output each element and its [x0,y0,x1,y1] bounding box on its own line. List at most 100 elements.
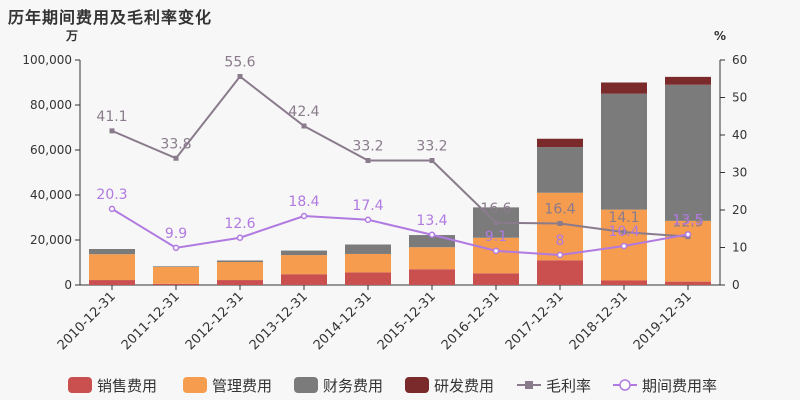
bar-segment [473,237,519,274]
y-right-unit: % [714,29,726,43]
bar-segment [217,280,263,285]
data-label: 20.3 [96,187,127,203]
bar-segment [281,274,327,285]
bar-segment [665,84,711,221]
bar-segment [665,76,711,85]
bar-segment [281,255,327,275]
x-tick-label: 2015-12-31 [375,289,439,353]
bar-segment [153,283,199,285]
data-label: 18.4 [288,194,319,210]
line-point [684,231,692,238]
line-point [492,247,500,255]
y-left-tick-label: 40,000 [30,188,72,202]
bar-segment [409,247,455,270]
line-point [172,244,180,252]
line-point [365,158,371,163]
bar-segment [89,254,135,281]
bar-segment [665,281,711,285]
data-label: 13.4 [416,213,447,229]
data-label: 8 [556,233,565,249]
data-label: 55.6 [224,55,255,71]
data-label: 42.4 [288,104,319,120]
bar-segment [153,266,199,267]
x-tick-label: 2017-12-31 [503,289,567,353]
y-left-tick-label: 20,000 [30,233,72,247]
data-label: 16.4 [544,202,575,218]
data-label: 13.5 [672,212,703,228]
y-right-tick-label: 0 [732,278,740,292]
line-point [237,74,243,79]
line-point [556,251,564,259]
bar-segment [537,260,583,285]
line-series [111,75,689,238]
bar-segment [601,280,647,285]
line-point [557,221,563,226]
x-tick-label: 2010-12-31 [55,289,119,353]
legend-label: 销售费用 [97,377,157,395]
bar-segment [537,138,583,148]
y-left-tick-label: 100,000 [22,53,72,67]
chart-title: 历年期间费用及毛利率变化 [8,8,213,27]
bar-segment [345,244,391,254]
y-left-tick-label: 80,000 [30,98,72,112]
y-left-tick-label: 60,000 [30,143,72,157]
legend-swatch [68,377,92,393]
y-left-unit: 万 [65,29,78,43]
bar-segment [153,267,199,284]
line-point [236,234,244,241]
line-point [364,216,372,223]
legend-marker [525,381,533,389]
legend-swatch [294,377,318,393]
x-tick-label: 2014-12-31 [311,289,375,353]
legend-swatch [405,377,429,393]
data-label: 41.1 [96,109,127,125]
y-left-tick-label: 0 [64,278,72,292]
legend-label: 期间费用率 [642,377,717,395]
data-label: 33.2 [352,139,383,155]
bar-segment [345,253,391,273]
line-point [109,128,115,134]
line-point [173,155,179,161]
data-label: 17.4 [352,198,383,214]
line-point [301,123,307,129]
bar-segment [89,280,135,285]
data-label: 10.4 [608,224,639,240]
bar-segment [281,250,327,256]
x-tick-label: 2018-12-31 [567,289,631,353]
data-label: 12.6 [224,216,255,232]
data-label: 14.1 [608,210,639,226]
bar-segment [345,272,391,285]
data-label: 9.9 [165,226,187,242]
legend-marker [619,379,631,391]
bar-segment [665,220,711,282]
y-right-tick-label: 30 [732,166,747,180]
y-right-tick-label: 20 [732,203,747,217]
data-label: 33.8 [160,136,191,152]
y-right-tick-label: 10 [732,241,747,255]
line-point [493,220,499,226]
bar-segment [89,249,135,255]
line-point [620,242,628,250]
line-point [428,231,436,238]
legend-label: 毛利率 [546,377,591,395]
legend-swatch [183,377,207,393]
bar-segment [409,269,455,285]
line-point [429,158,435,163]
x-tick-label: 2016-12-31 [439,289,503,353]
bar-segment [601,93,647,210]
x-tick-label: 2012-12-31 [183,289,247,353]
line-point [300,212,308,220]
y-right-tick-label: 50 [732,91,747,105]
x-tick-label: 2019-12-31 [631,289,695,353]
line-point [621,229,627,235]
line-series [111,208,689,257]
data-label: 12.9 [672,215,703,231]
bar-segment [217,262,263,281]
data-label: 9.1 [485,229,507,245]
bar-segment [537,147,583,193]
x-tick-label: 2011-12-31 [119,289,183,353]
y-right-tick-label: 60 [732,53,747,67]
x-tick-label: 2013-12-31 [247,289,311,353]
legend-label: 财务费用 [323,377,383,395]
